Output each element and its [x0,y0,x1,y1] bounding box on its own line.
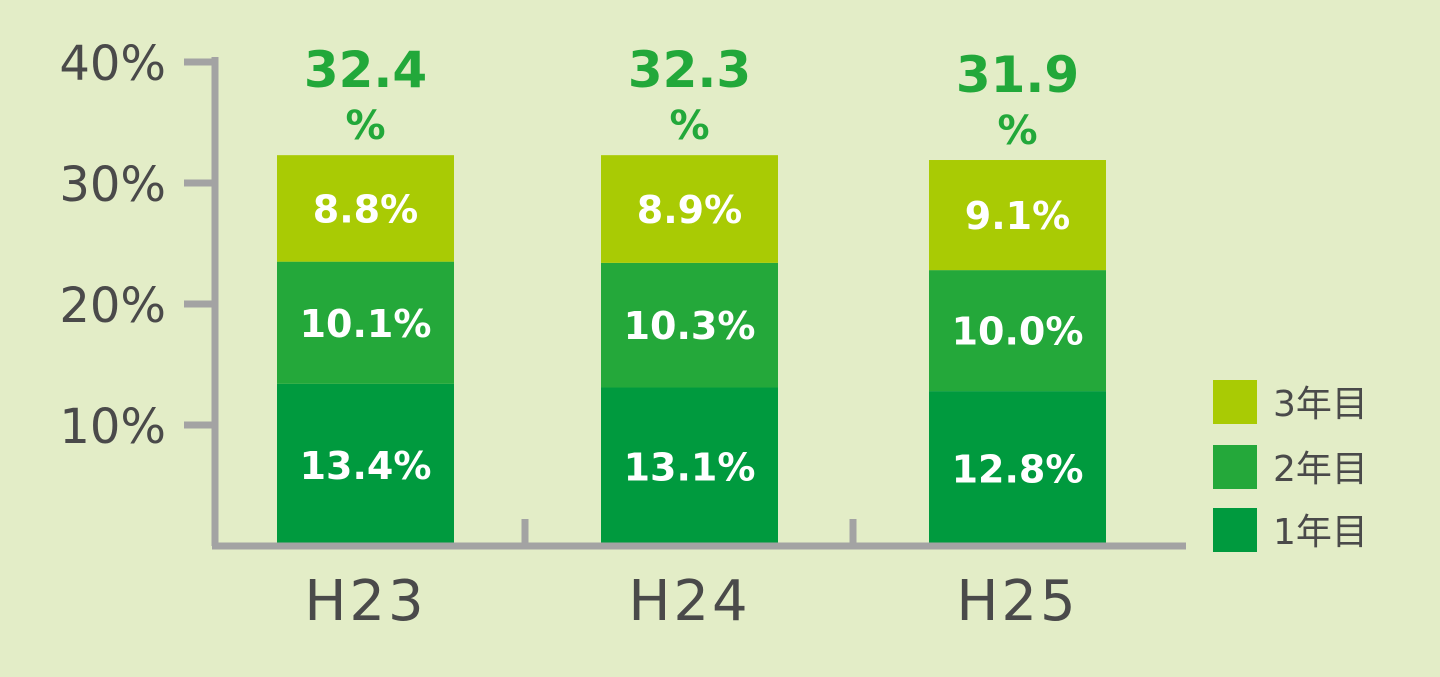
total-value: 32.4 [304,41,427,99]
data-label: 10.0% [952,310,1084,354]
total-value: 31.9 [956,46,1079,104]
total-unit: % [345,103,385,149]
axes [211,57,1186,550]
data-label: 8.8% [313,187,418,231]
legend-label: 2年目 [1273,449,1368,490]
legend-swatch [1213,445,1257,489]
data-label: 8.9% [637,188,742,232]
bar-stack-H24: 13.1% 10.3% 8.9% 32.3% [601,41,778,546]
legend: 3年目 2年目 1年目 [1213,380,1368,553]
y-axis-ticks: 10% 20% 30% 40% [59,36,215,455]
data-label: 13.1% [624,446,756,490]
bar-segment [601,387,778,546]
data-label: 9.1% [965,194,1070,238]
data-label: 10.3% [624,304,756,348]
total-unit: % [997,108,1037,154]
legend-label: 1年目 [1273,512,1368,553]
y-tick-label: 20% [59,278,166,334]
legend-item: 2年目 [1213,445,1368,490]
bar-segment [277,261,454,384]
x-category-label: H23 [304,569,426,634]
bar-segment [601,262,778,388]
y-tick-label: 40% [59,36,166,92]
x-category-label: H25 [956,569,1078,634]
bar-segment [601,155,778,263]
data-label: 13.4% [300,444,432,488]
bar-segment [277,155,454,262]
bar-stack-H23: 13.4% 10.1% 8.8% 32.4% [277,41,454,546]
y-tick-label: 10% [59,399,166,455]
total-unit: % [669,103,709,149]
bar-segment [929,160,1106,271]
y-tick-label: 30% [59,157,166,213]
legend-item: 1年目 [1213,508,1368,553]
legend-label: 3年目 [1273,384,1368,425]
legend-item: 3年目 [1213,380,1368,425]
data-label: 12.8% [952,448,1084,492]
data-label: 10.1% [300,302,432,346]
bar-segment [929,270,1106,392]
x-axis-labels: H23 H24 H25 [304,569,1078,634]
total-value: 32.3 [628,41,751,99]
bar-segment [929,391,1106,546]
bars: 13.4%10.1%8.8%32.4%13.1%10.3%8.9%32.3%12… [277,41,1106,546]
x-category-label: H24 [628,569,750,634]
bar-stack-H25: 12.8% 10.0% 9.1% 31.9% [929,46,1106,546]
legend-swatch [1213,380,1257,424]
legend-swatch [1213,508,1257,552]
bar-segment [277,383,454,546]
